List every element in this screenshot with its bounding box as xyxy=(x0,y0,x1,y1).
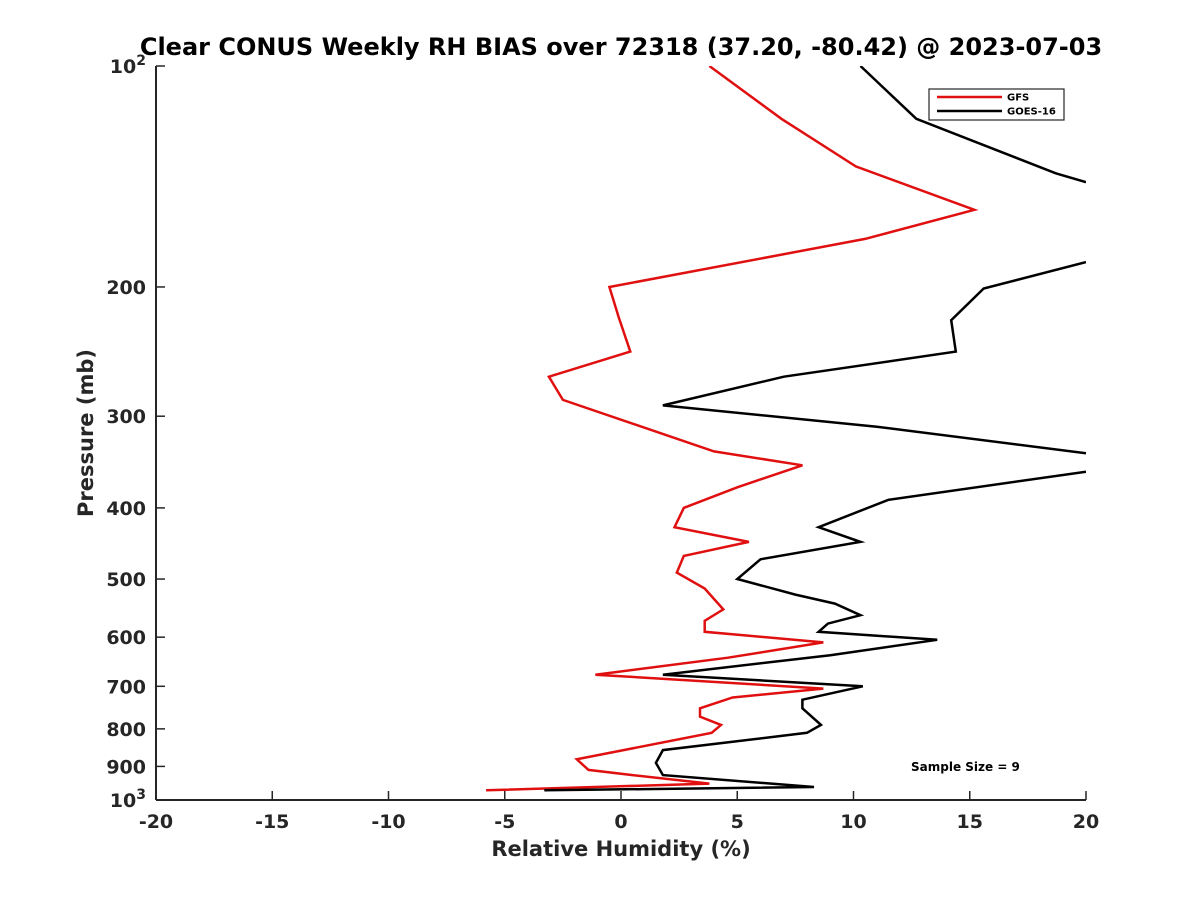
x-tick-label: -15 xyxy=(255,811,289,833)
legend-box xyxy=(928,88,1065,121)
x-tick-label: 0 xyxy=(614,811,627,833)
series-line-goes-16 xyxy=(544,66,1086,792)
y-tick-label: 800 xyxy=(106,719,146,741)
y-tick-label: 700 xyxy=(106,676,146,698)
x-tick-label: -20 xyxy=(139,811,173,833)
plot-area xyxy=(486,66,1086,792)
axes-layer: -20 -15 -10 -5 0 5 10 15 20 102 200 300 400 500 600 700… xyxy=(106,53,1099,833)
x-tick-label: 20 xyxy=(1073,811,1099,833)
series-layer xyxy=(486,66,1086,792)
x-tick-label: -5 xyxy=(494,811,515,833)
legend-label: GOES-16 xyxy=(1007,107,1056,118)
y-tick-label: 200 xyxy=(106,277,146,299)
x-tick-label: -10 xyxy=(371,811,405,833)
y-tick-label: 500 xyxy=(106,569,146,591)
series-line-gfs xyxy=(486,66,979,792)
x-tick-label: 15 xyxy=(957,811,983,833)
y-tick-label: 103 xyxy=(110,787,146,812)
y-tick-label: 600 xyxy=(106,627,146,649)
x-axis-label: Relative Humidity (%) xyxy=(491,837,750,861)
legend: GFS GOES-16 xyxy=(928,88,1065,121)
legend-label: GFS xyxy=(1007,93,1029,104)
y-tick-label: 300 xyxy=(106,406,146,428)
y-tick-label: 400 xyxy=(106,498,146,520)
chart-title: Clear CONUS Weekly RH BIAS over 72318 (3… xyxy=(140,33,1102,61)
y-tick-label: 102 xyxy=(110,53,146,78)
x-tick-label: 10 xyxy=(840,811,866,833)
x-tick-label: 5 xyxy=(731,811,744,833)
y-axis-label: Pressure (mb) xyxy=(74,349,98,517)
y-tick-label: 900 xyxy=(106,756,146,778)
sample-size-annotation: Sample Size = 9 xyxy=(911,760,1020,774)
